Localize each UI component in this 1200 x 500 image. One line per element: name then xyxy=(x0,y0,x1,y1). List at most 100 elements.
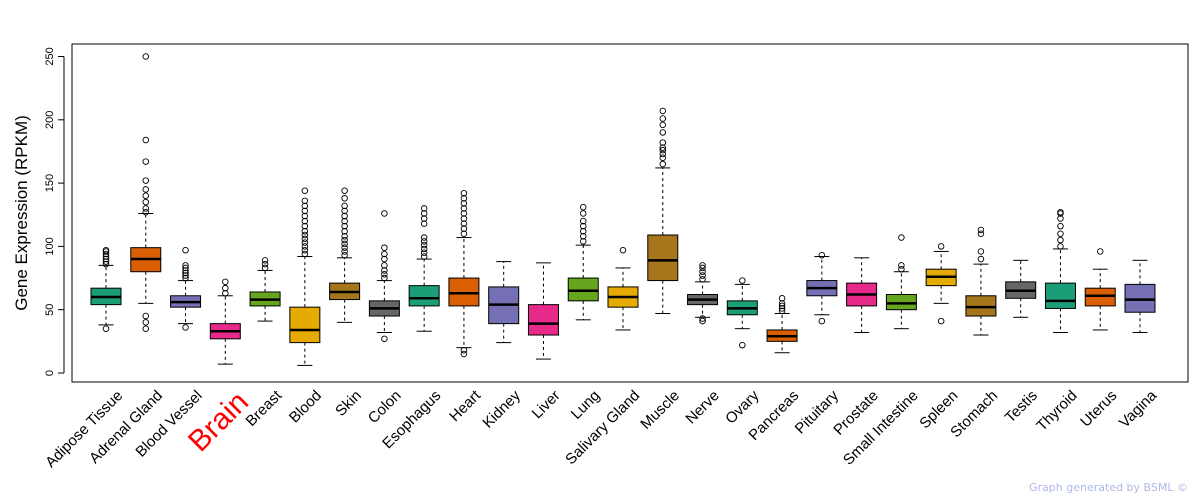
outlier-point xyxy=(102,250,110,258)
y-tick-label: 200 xyxy=(44,111,56,129)
outlier-point xyxy=(579,233,587,240)
box-muscle xyxy=(647,234,679,282)
box-small-intestine xyxy=(885,294,917,311)
outlier-point xyxy=(778,300,786,307)
outlier-point xyxy=(699,272,706,279)
outlier-point xyxy=(1057,243,1064,250)
outlier-point xyxy=(420,205,428,212)
x-tick-label: Kidney xyxy=(479,387,524,432)
outlier-point xyxy=(142,198,150,206)
x-tick-label: Uterus xyxy=(1077,387,1120,430)
outlier-point xyxy=(420,234,428,241)
outlier-point xyxy=(341,227,348,235)
outlier-point xyxy=(460,350,468,358)
outlier-point xyxy=(182,267,189,274)
outlier-point xyxy=(1057,215,1064,222)
outlier-point xyxy=(301,207,309,215)
outlier-point xyxy=(420,249,428,256)
outlier-point xyxy=(341,236,348,244)
outlier-point xyxy=(381,262,388,269)
outlier-point xyxy=(182,272,189,279)
outlier-point xyxy=(381,244,388,251)
outlier-point xyxy=(739,277,746,284)
outlier-point xyxy=(341,244,348,251)
outlier-point xyxy=(301,227,309,235)
outlier-point xyxy=(182,324,189,331)
box-thyroid xyxy=(1044,282,1076,309)
outlier-point xyxy=(182,269,189,277)
outlier-point xyxy=(102,260,110,268)
outlier-point xyxy=(301,212,309,220)
outlier-point xyxy=(420,210,428,217)
outlier-point xyxy=(142,158,150,165)
outlier-point xyxy=(102,255,110,263)
outlier-point xyxy=(341,207,348,215)
outlier-point xyxy=(381,210,388,217)
outlier-point xyxy=(142,325,150,332)
outlier-point xyxy=(579,222,587,230)
outlier-point xyxy=(301,246,309,254)
outlier-point xyxy=(102,253,110,260)
outlier-point xyxy=(301,187,309,194)
outlier-point xyxy=(778,302,786,310)
outlier-point xyxy=(579,210,587,217)
outlier-point xyxy=(341,202,348,210)
outlier-point xyxy=(341,240,348,248)
outlier-point xyxy=(699,268,706,275)
y-tick-label: 100 xyxy=(44,237,56,255)
outlier-point xyxy=(898,234,905,241)
outlier-point xyxy=(182,246,189,254)
outlier-point xyxy=(381,250,388,258)
outlier-point xyxy=(699,315,706,322)
outlier-point xyxy=(261,264,269,272)
x-tick-label: Vagina xyxy=(1116,387,1161,432)
outlier-point xyxy=(579,203,587,211)
outlier-point xyxy=(102,325,110,332)
outlier-point xyxy=(659,146,667,154)
outlier-point xyxy=(460,230,468,237)
outlier-point xyxy=(222,278,229,286)
outlier-point xyxy=(898,262,905,269)
outlier-point xyxy=(1096,248,1104,255)
outlier-point xyxy=(182,262,189,269)
y-axis-title: Gene Expression (RPKM) xyxy=(12,115,31,311)
box-vagina xyxy=(1124,283,1156,313)
outlier-point xyxy=(460,346,468,354)
outlier-point xyxy=(341,252,348,259)
box-heart xyxy=(448,277,480,307)
outlier-point xyxy=(341,222,348,230)
outlier-point xyxy=(579,238,587,245)
outlier-point xyxy=(778,307,786,315)
outlier-point xyxy=(301,231,309,239)
outlier-point xyxy=(142,312,150,320)
outlier-point xyxy=(659,139,667,146)
outlier-point xyxy=(977,248,985,255)
outlier-point xyxy=(699,262,706,269)
credit-text: Graph generated by BSML © xyxy=(1029,481,1188,494)
x-tick-label: Blood xyxy=(286,387,325,426)
outlier-point xyxy=(460,189,468,197)
x-tick-label: Muscle xyxy=(637,387,683,433)
outlier-point xyxy=(381,274,388,282)
outlier-point xyxy=(739,341,746,349)
plot-frame xyxy=(71,43,1189,383)
outlier-point xyxy=(381,335,388,343)
outlier-point xyxy=(818,317,826,325)
outlier-point xyxy=(341,217,348,225)
outlier-point xyxy=(699,317,706,325)
y-tick-label: 150 xyxy=(44,174,56,192)
outlier-point xyxy=(460,210,468,217)
outlier-point xyxy=(659,107,667,115)
box-blood xyxy=(289,306,321,344)
outlier-point xyxy=(301,222,309,230)
outlier-point xyxy=(341,212,348,220)
outlier-point xyxy=(659,154,667,162)
box-esophagus xyxy=(408,285,440,307)
outlier-point xyxy=(142,319,150,326)
outlier-point xyxy=(142,177,150,184)
outlier-point xyxy=(420,253,428,260)
outlier-point xyxy=(659,144,667,151)
outlier-point xyxy=(301,239,309,246)
outlier-point xyxy=(341,233,348,240)
